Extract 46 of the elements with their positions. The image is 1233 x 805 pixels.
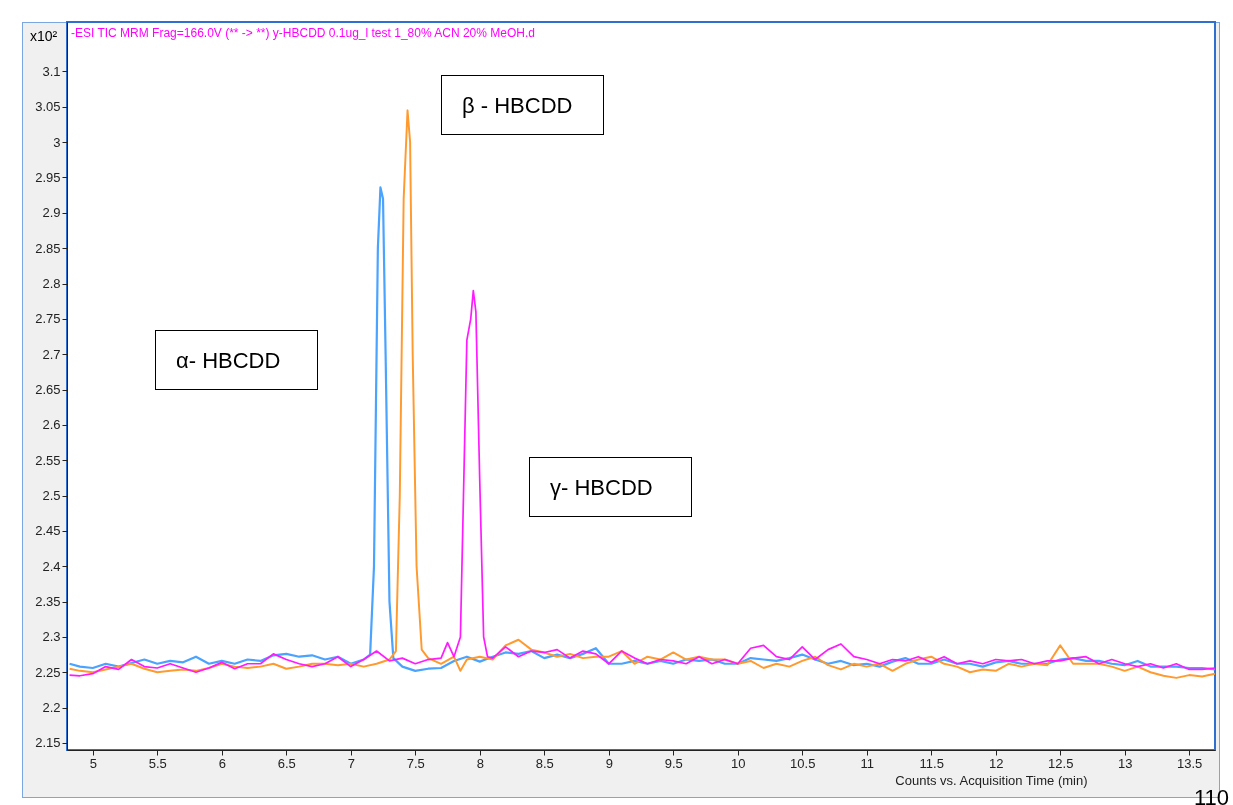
x-tick-label: 9 <box>605 755 613 771</box>
chart-title: -ESI TIC MRM Frag=166.0V (** -> **) y-HBCDD 0.1ug_l test 1_80% ACN 20% MeOH.d <box>71 26 535 40</box>
x-tick-label: 7 <box>347 755 355 771</box>
label-box: γ- HBCDD <box>529 457 692 517</box>
x-tick-label: 10 <box>731 755 746 771</box>
y-tick-label: 2.5 <box>42 488 61 504</box>
x-tick-label: 11 <box>860 755 874 771</box>
y-tick-label: 2.15 <box>35 735 61 751</box>
x-tick-label: 5 <box>89 755 97 771</box>
y-tick-label: 2.85 <box>35 240 61 256</box>
y-tick-label: 2.3 <box>42 629 61 645</box>
text: 110 <box>1193 785 1229 805</box>
y-tick-label: 3.1 <box>42 63 61 79</box>
x-tick-label: 5.5 <box>148 755 167 771</box>
x-tick-label: 6 <box>218 755 226 771</box>
x-tick-label: 8 <box>476 755 484 771</box>
y-tick-label: 2.9 <box>42 205 61 221</box>
x-tick-label: 12 <box>988 755 1004 771</box>
x-tick-label: 9.5 <box>664 755 683 771</box>
line-series <box>68 289 1215 677</box>
y-tick-label: 2.2 <box>42 700 61 716</box>
y-tick-label: 2.7 <box>42 346 61 362</box>
x-tick-label: 10.5 <box>790 755 816 771</box>
x-tick-label: 13 <box>1117 755 1133 771</box>
x-axis-title: Counts vs. Acquisition Time (min) <box>895 772 1088 788</box>
y-tick-label: 2.45 <box>35 523 61 539</box>
y-tick-label: 2.75 <box>35 311 61 327</box>
y-tick-label: 2.8 <box>42 276 61 292</box>
x-tick-label: 8.5 <box>535 755 554 771</box>
x-tick-label: 7.5 <box>406 755 425 771</box>
y-tick-label: 2.35 <box>35 594 61 610</box>
y-tick-label: 2.65 <box>35 382 61 398</box>
y-tick-label: 2.95 <box>35 170 61 185</box>
x-tick-label: 12.5 <box>1048 755 1074 771</box>
x-tick-label: 11.5 <box>919 755 944 771</box>
x-tick-label: 13.5 <box>1177 755 1203 771</box>
y-tick-label: 3.05 <box>35 99 61 115</box>
y-tick-label: 2.55 <box>35 452 61 468</box>
label-box: β - HBCDD <box>441 75 604 135</box>
y-tick-label: 3 <box>53 134 61 150</box>
x-tick-label: 6.5 <box>277 755 296 771</box>
y-tick-label: 2.25 <box>35 664 61 680</box>
text: x10² <box>30 28 58 44</box>
y-tick-label: 2.4 <box>42 558 61 574</box>
y-tick-label: 2.6 <box>42 417 61 433</box>
label-box: α- HBCDD <box>155 330 318 390</box>
